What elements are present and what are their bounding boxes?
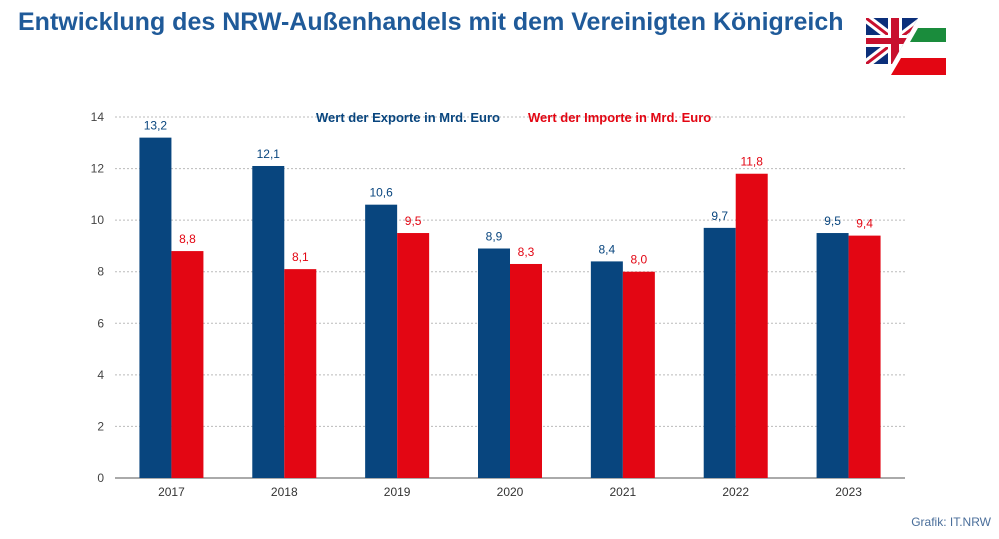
export-data-label: 9,5 bbox=[824, 214, 841, 228]
y-tick-label: 0 bbox=[97, 471, 104, 485]
import-bar bbox=[735, 173, 768, 478]
y-tick-label: 4 bbox=[97, 368, 104, 382]
export-data-label: 8,4 bbox=[599, 242, 616, 256]
import-bar bbox=[848, 235, 881, 478]
export-bar bbox=[590, 261, 623, 478]
import-data-label: 11,8 bbox=[740, 155, 763, 169]
export-data-label: 13,2 bbox=[144, 119, 168, 133]
import-data-label: 9,4 bbox=[856, 217, 873, 231]
import-bar bbox=[622, 271, 655, 478]
import-data-label: 8,8 bbox=[179, 232, 196, 246]
export-bar bbox=[703, 227, 736, 478]
legend-imports: Wert der Importe in Mrd. Euro bbox=[528, 110, 711, 125]
y-tick-label: 8 bbox=[97, 265, 104, 279]
x-tick-label: 2018 bbox=[271, 485, 298, 499]
y-tick-label: 12 bbox=[91, 162, 105, 176]
import-bar bbox=[171, 251, 204, 478]
chart-title: Entwicklung des NRW-Außenhandels mit dem… bbox=[18, 8, 844, 36]
export-bar bbox=[139, 137, 172, 478]
export-data-label: 12,1 bbox=[257, 147, 281, 161]
export-data-label: 8,9 bbox=[486, 230, 503, 244]
y-tick-label: 6 bbox=[97, 316, 104, 330]
import-bar bbox=[397, 233, 430, 478]
import-bar bbox=[510, 263, 542, 478]
x-tick-label: 2020 bbox=[497, 485, 524, 499]
legend-exports: Wert der Exporte in Mrd. Euro bbox=[316, 110, 500, 125]
y-tick-label: 2 bbox=[97, 419, 104, 433]
import-bar bbox=[284, 269, 317, 478]
export-data-label: 10,6 bbox=[369, 186, 393, 200]
export-bar bbox=[478, 248, 510, 478]
x-tick-label: 2019 bbox=[384, 485, 411, 499]
import-data-label: 8,1 bbox=[292, 250, 309, 264]
y-tick-label: 14 bbox=[91, 110, 105, 124]
export-data-label: 9,7 bbox=[711, 209, 728, 223]
import-data-label: 8,0 bbox=[631, 253, 648, 267]
export-bar bbox=[365, 204, 398, 478]
export-bar bbox=[252, 165, 285, 478]
x-tick-label: 2023 bbox=[835, 485, 862, 499]
x-tick-label: 2021 bbox=[610, 485, 637, 499]
source-note: Grafik: IT.NRW bbox=[911, 515, 991, 529]
import-data-label: 9,5 bbox=[405, 214, 422, 228]
import-data-label: 8,3 bbox=[518, 245, 535, 259]
x-tick-label: 2022 bbox=[722, 485, 749, 499]
x-tick-label: 2017 bbox=[158, 485, 185, 499]
y-tick-label: 10 bbox=[91, 213, 105, 227]
export-bar bbox=[816, 233, 849, 478]
uk-nrw-flag-icon bbox=[866, 18, 946, 75]
